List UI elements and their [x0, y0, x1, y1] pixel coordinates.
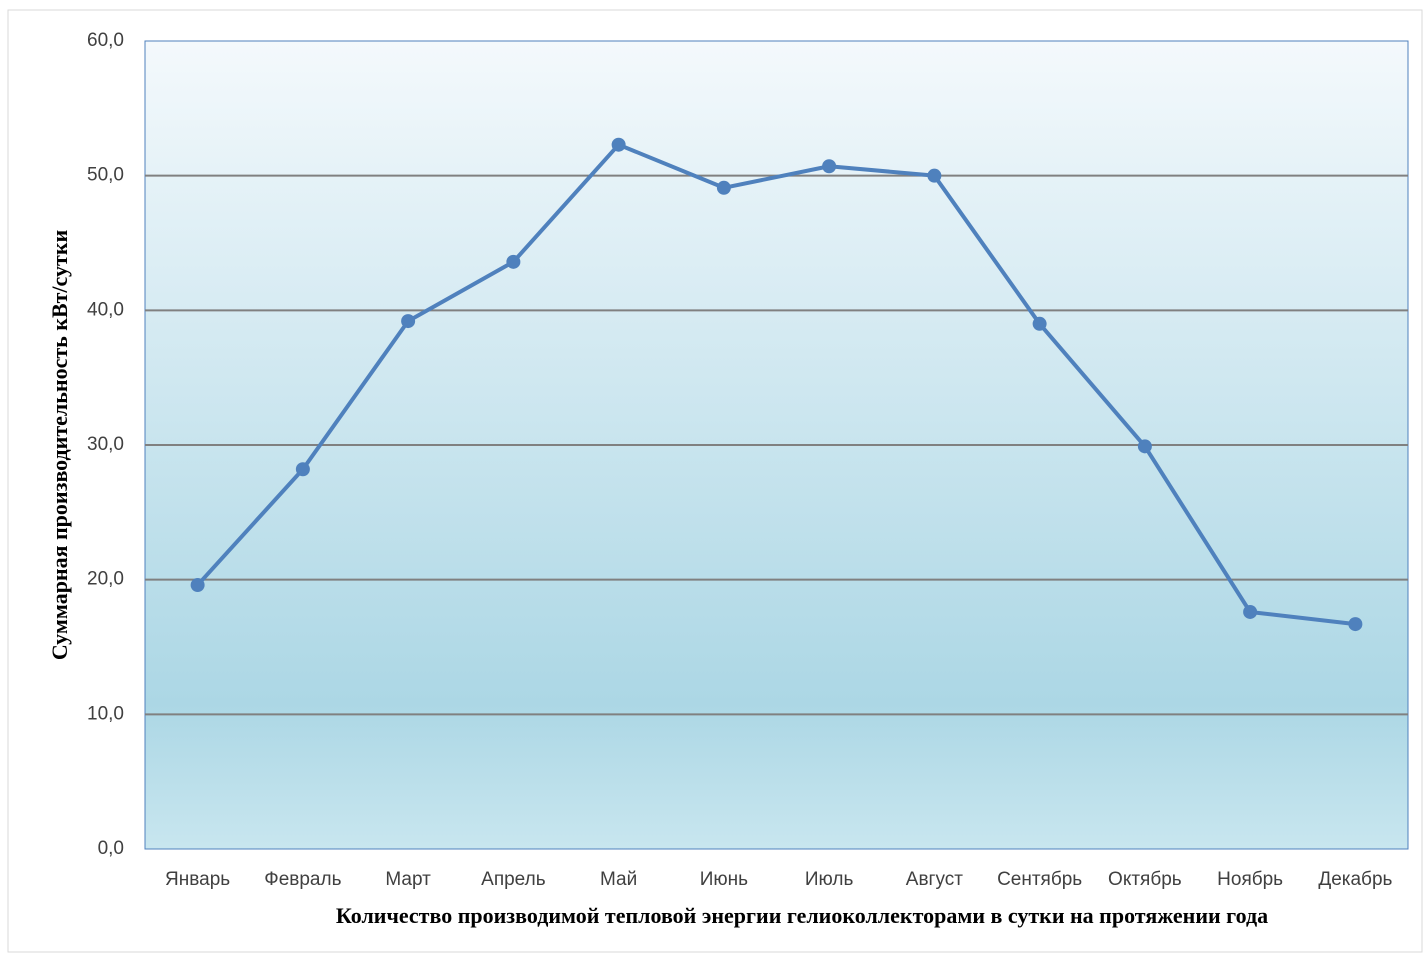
- line: [196, 142, 1356, 627]
- y-tick-label: 60,0: [87, 30, 124, 51]
- marker: [1137, 439, 1152, 454]
- x-tick-label: Август: [906, 869, 963, 890]
- x-tick-label: Июль: [805, 869, 854, 890]
- y-tick-label: 20,0: [87, 569, 124, 590]
- x-tick-label: Сентябрь: [997, 869, 1082, 890]
- x-axis-title: Количество производимой тепловой энергии…: [336, 903, 1268, 928]
- y-axis-title: Суммарная производительность кВт/сутки: [47, 230, 72, 661]
- y-tick-label: 30,0: [87, 434, 124, 455]
- x-tick-label: Май: [600, 869, 637, 890]
- x-tick-label: Июнь: [700, 869, 748, 890]
- x-tick-label: Ноябрь: [1217, 869, 1283, 890]
- marker: [401, 314, 416, 329]
- marker: [1243, 604, 1258, 619]
- marker: [1348, 617, 1363, 632]
- y-tick-label: 10,0: [87, 703, 124, 724]
- y-tick-label: 50,0: [87, 165, 124, 186]
- x-tick-label: Декабрь: [1318, 869, 1392, 890]
- marker: [1032, 316, 1047, 331]
- x-tick-label: Апрель: [481, 869, 546, 890]
- marker: [295, 462, 310, 477]
- marker: [506, 254, 521, 269]
- marker: [716, 180, 731, 195]
- x-tick-label: Январь: [165, 869, 230, 890]
- y-tick-label: 0,0: [98, 838, 124, 859]
- marker: [611, 137, 626, 152]
- marker: [190, 578, 205, 593]
- marker: [822, 159, 837, 174]
- marker: [927, 168, 942, 183]
- y-tick-label: 40,0: [87, 299, 124, 320]
- x-tick-label: Октябрь: [1108, 869, 1182, 890]
- x-tick-label: Март: [385, 869, 431, 890]
- x-tick-label: Февраль: [264, 869, 341, 890]
